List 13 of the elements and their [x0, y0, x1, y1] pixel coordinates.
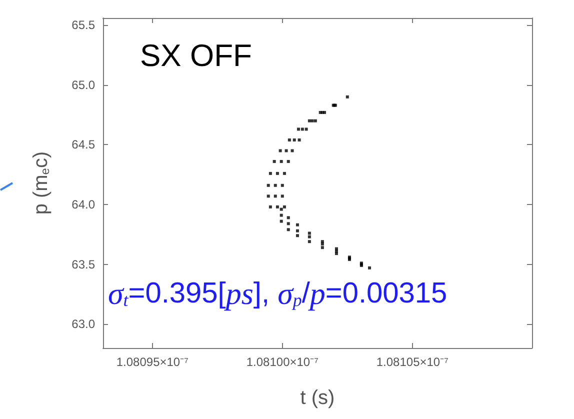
y-axis-title: p (mec) — [30, 151, 52, 215]
y-tick-label: 63.5 — [72, 257, 96, 272]
x-axis-title: t (s) — [300, 387, 335, 409]
y-tick-label: 65.5 — [72, 18, 96, 32]
x-tick-label: 1.08095×10⁻⁷ — [116, 355, 188, 369]
text: σt=0.395[ps], σp/p=0.00315 — [108, 276, 448, 311]
x-tick-label: 1.08100×10⁻⁷ — [246, 355, 318, 369]
y-tick-label: 64.0 — [72, 198, 96, 212]
y-tick-label: 63.0 — [72, 317, 96, 332]
y-tick-label: 65.0 — [72, 78, 96, 92]
x-tick-label: 1.08105×10⁻⁷ — [376, 355, 448, 369]
y-tick-label: 64.5 — [72, 138, 96, 152]
annotation: SX OFF — [140, 38, 252, 73]
